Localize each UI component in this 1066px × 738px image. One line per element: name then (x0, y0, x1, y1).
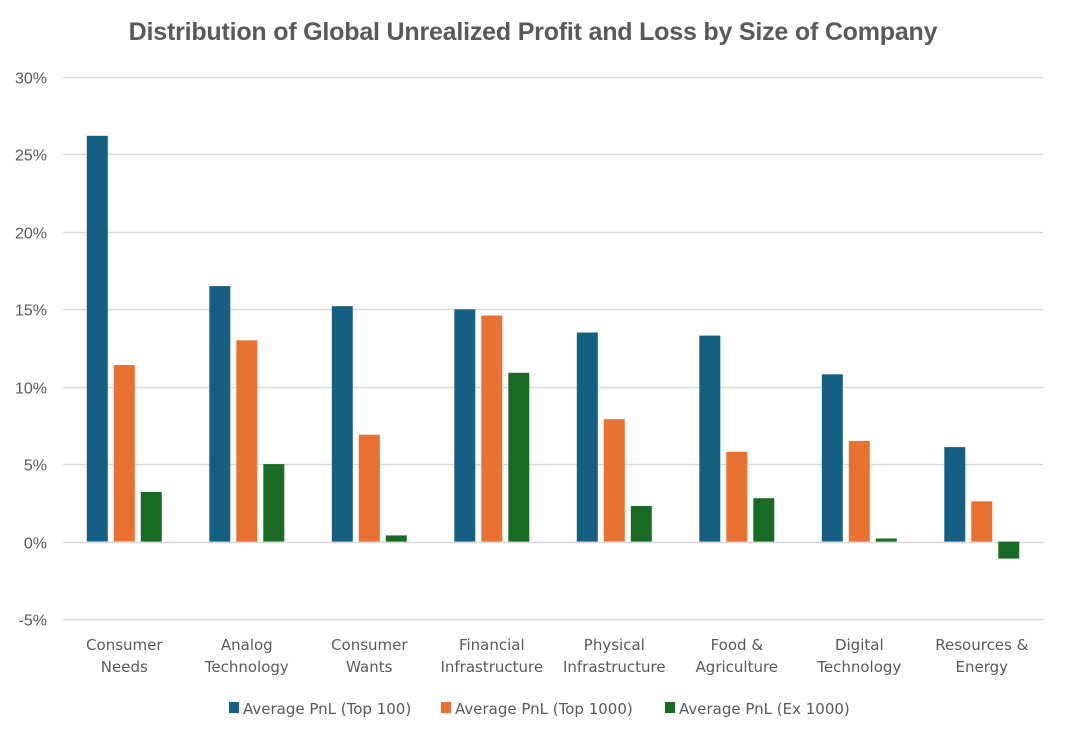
bar-average-pnl-ex-1000-7 (998, 541, 1020, 559)
y-tick-label: 20% (15, 226, 47, 243)
bar-average-pnl-top-1000-2 (358, 434, 380, 542)
x-category-label: Agriculture (696, 658, 779, 676)
legend-label: Average PnL (Ex 1000) (679, 700, 850, 718)
legend-item[interactable]: Average PnL (Top 100) (229, 700, 411, 718)
x-category-label: Physical (584, 636, 645, 654)
bar-average-pnl-ex-1000-3 (508, 372, 530, 542)
y-tick-label: 15% (15, 303, 47, 320)
x-axis-category-labels: Consumer Needs Analog Technology Consumer Wan… (86, 636, 1029, 676)
bar-average-pnl-top-1000-3 (481, 315, 503, 542)
bar-average-pnl-ex-1000-0 (140, 492, 162, 542)
y-tick-label: 5% (24, 458, 47, 475)
y-tick-label: 25% (15, 148, 47, 165)
bar-average-pnl-top-100-3 (454, 309, 476, 542)
y-tick-label: 30% (15, 71, 47, 88)
bar-average-pnl-ex-1000-6 (875, 538, 897, 542)
x-category-label: Financial (459, 636, 525, 654)
bar-average-pnl-top-1000-5 (726, 451, 748, 542)
legend-swatch (229, 702, 239, 713)
x-category-label: Food & (711, 636, 764, 654)
bar-average-pnl-top-100-2 (331, 306, 353, 542)
x-category-label: Energy (956, 658, 1009, 676)
bar-average-pnl-top-1000-7 (971, 501, 993, 542)
bar-average-pnl-ex-1000-1 (263, 464, 285, 542)
bars (86, 135, 1020, 559)
x-category-label: Consumer (86, 636, 163, 654)
y-axis-tick-labels: -5% 0% 5% 10% 15% 20% 25% 30% (15, 71, 47, 630)
x-category-label: Technology (204, 658, 289, 676)
x-category-label: Analog (221, 636, 273, 654)
bar-average-pnl-top-100-6 (821, 374, 843, 542)
bar-average-pnl-top-100-0 (86, 135, 108, 542)
x-category-label: Consumer (331, 636, 408, 654)
bar-average-pnl-ex-1000-4 (630, 506, 652, 542)
x-category-label: Infrastructure (440, 658, 543, 676)
bar-average-pnl-top-100-7 (944, 447, 966, 542)
x-category-label: Wants (346, 658, 392, 676)
y-tick-label: -5% (19, 613, 47, 630)
bar-average-pnl-top-100-4 (576, 332, 598, 542)
x-category-label: Technology (816, 658, 901, 676)
legend-item[interactable]: Average PnL (Top 1000) (441, 700, 633, 718)
legend-label: Average PnL (Top 100) (243, 700, 411, 718)
bar-average-pnl-top-1000-1 (236, 340, 258, 542)
bar-average-pnl-ex-1000-5 (753, 498, 775, 542)
x-category-label: Resources & (935, 636, 1028, 654)
x-category-label: Digital (835, 636, 884, 654)
x-category-label: Infrastructure (563, 658, 666, 676)
x-category-label: Needs (101, 658, 148, 676)
bar-average-pnl-top-1000-4 (603, 419, 625, 542)
bar-average-pnl-top-1000-6 (848, 440, 870, 542)
legend-swatch (441, 702, 451, 713)
legend-label: Average PnL (Top 1000) (455, 700, 633, 718)
bar-average-pnl-top-100-1 (209, 286, 231, 542)
y-tick-label: 0% (24, 536, 47, 553)
bar-average-pnl-ex-1000-2 (385, 535, 407, 542)
bar-average-pnl-top-100-5 (699, 335, 721, 542)
bar-average-pnl-top-1000-0 (113, 365, 135, 542)
y-tick-label: 10% (15, 381, 47, 398)
chart-title: Distribution of Global Unrealized Profit… (128, 18, 938, 46)
legend-item[interactable]: Average PnL (Ex 1000) (665, 700, 850, 718)
legend-swatch (665, 702, 675, 713)
legend: Average PnL (Top 100) Average PnL (Top 10… (229, 700, 850, 718)
